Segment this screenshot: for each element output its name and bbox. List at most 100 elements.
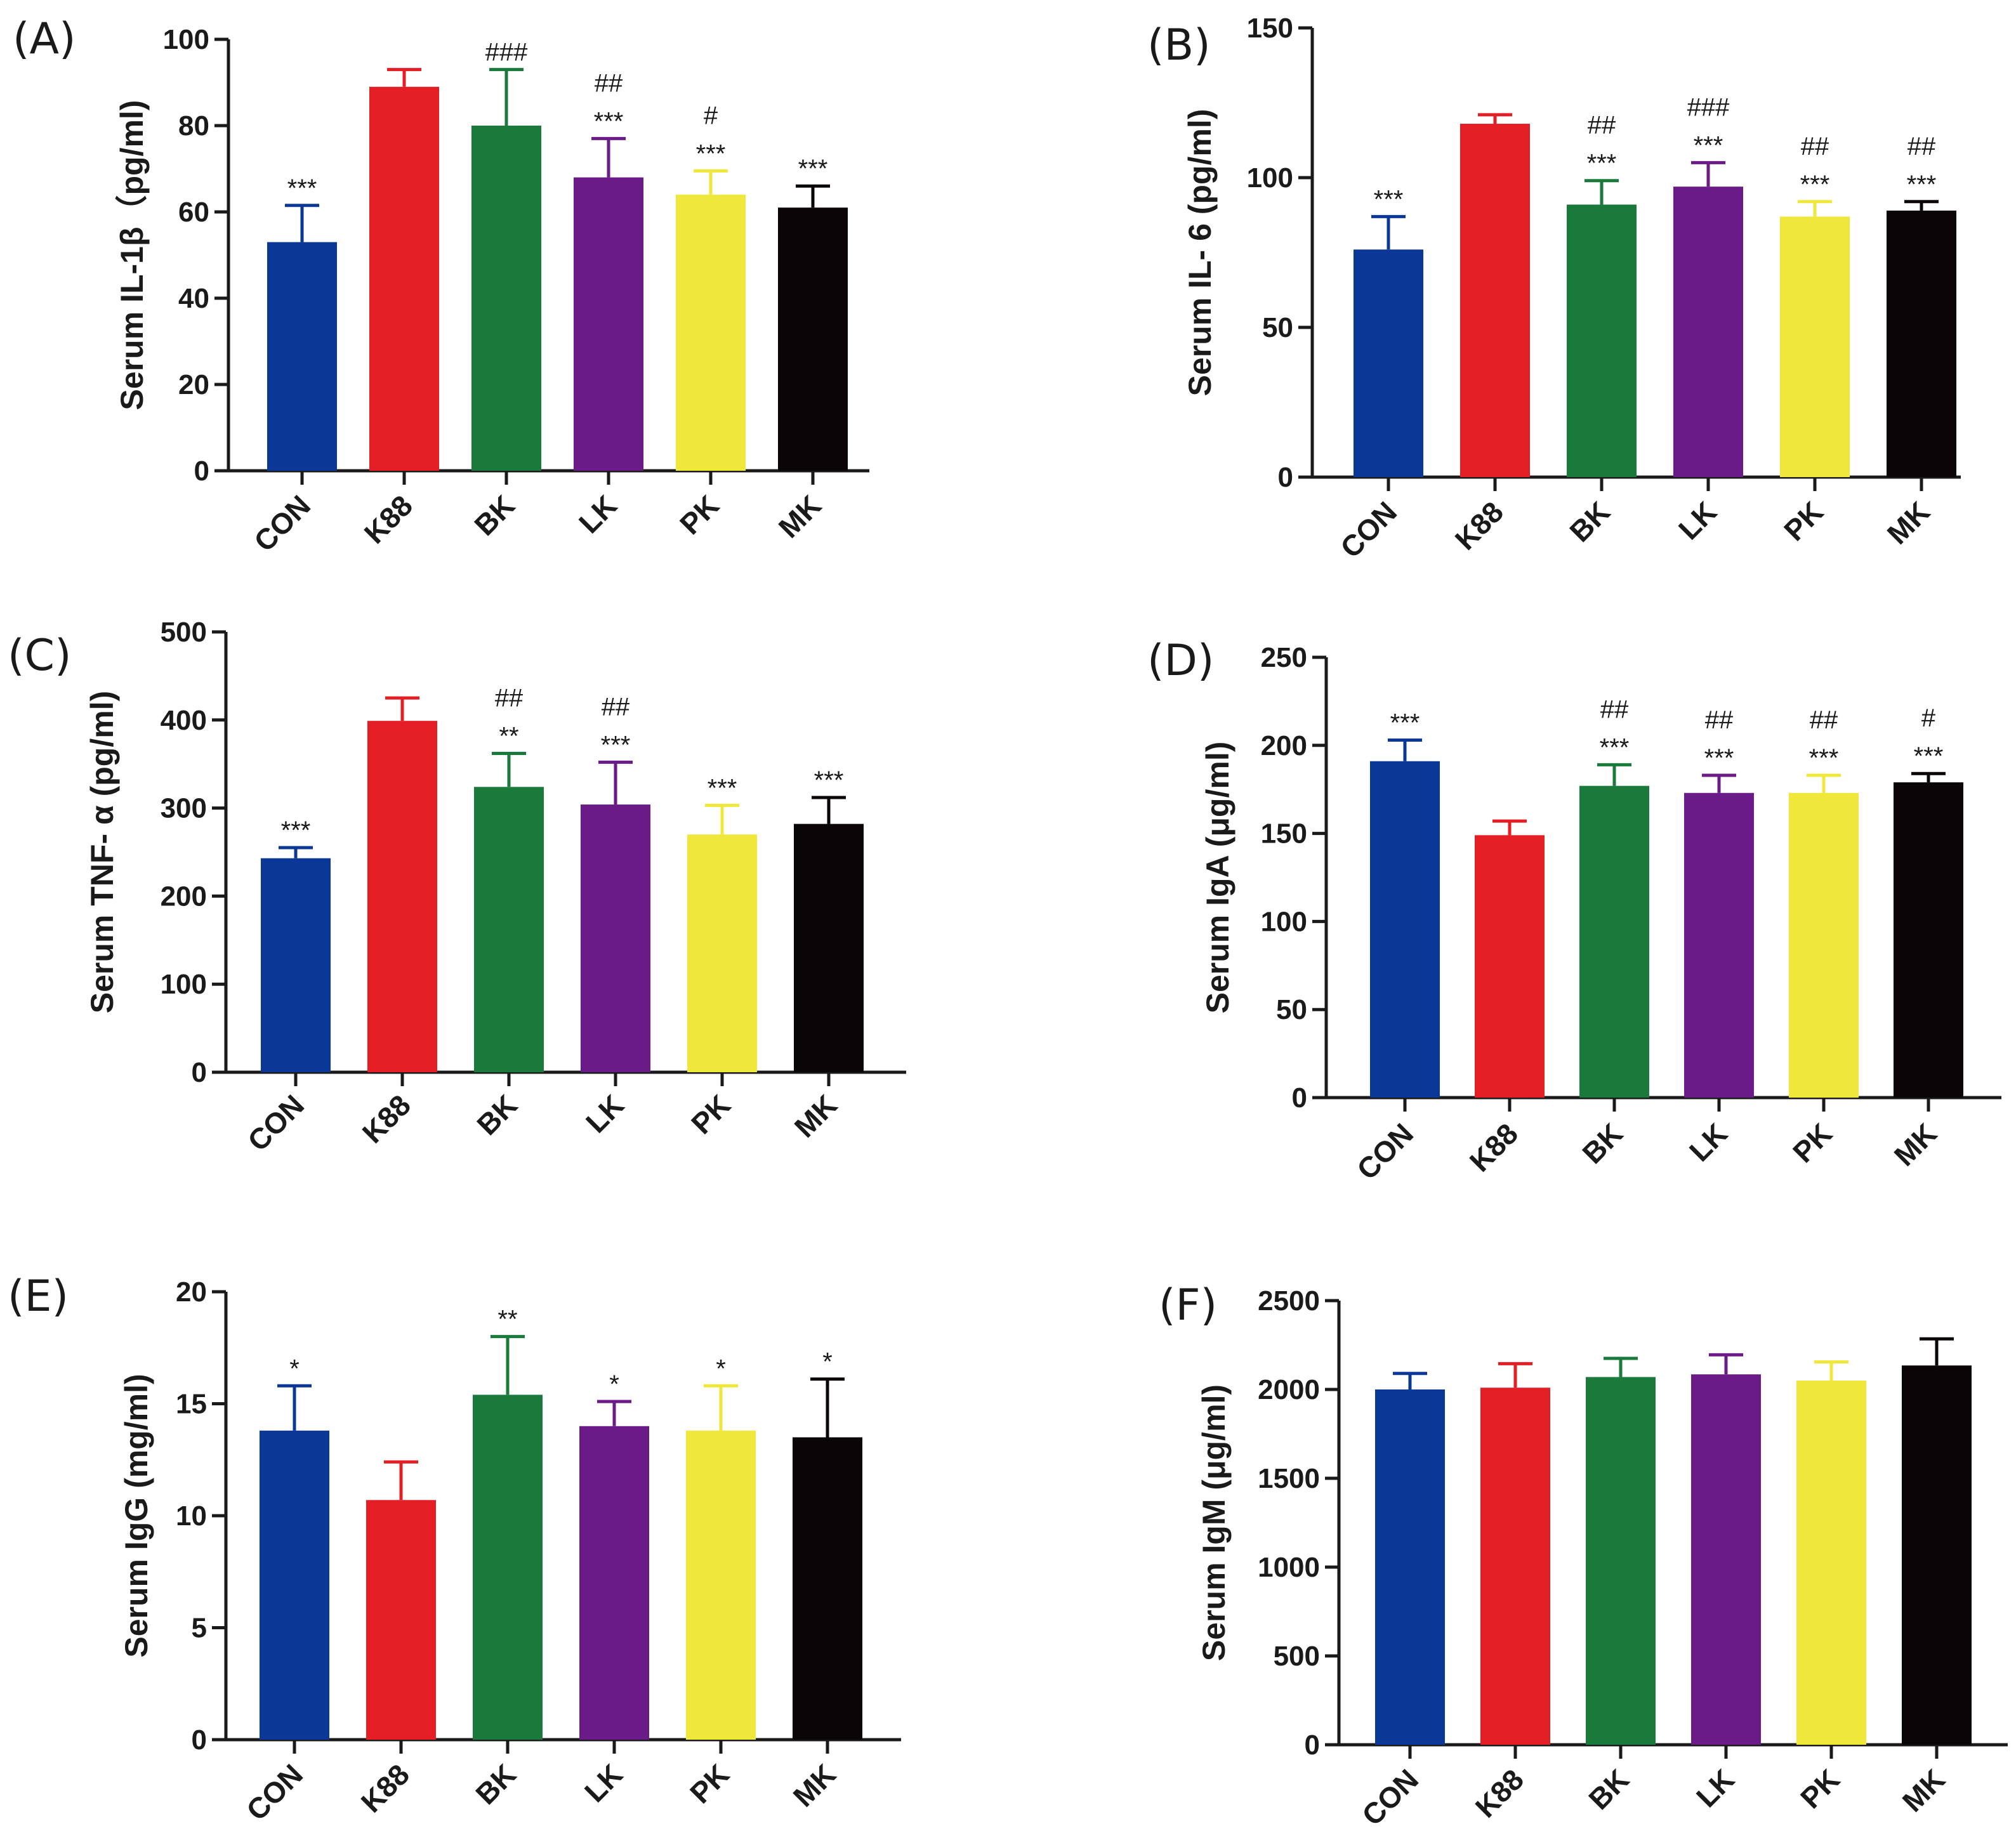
significance-label: ## — [495, 685, 524, 712]
significance-label: *** — [1800, 171, 1830, 199]
category-label: MK — [1888, 1117, 1943, 1172]
panel-label: (B) — [1147, 20, 1211, 70]
category-label: K88 — [356, 1088, 417, 1149]
category-label: LK — [1683, 1117, 1734, 1167]
bar-k88 — [1480, 1388, 1550, 1745]
chart-panel-b: (B) Serum IL- 6 (pg/ml) 0 50 100 150 CON *** K88… — [1147, 13, 1961, 564]
bar-mk — [1894, 782, 1963, 1098]
significance-label: * — [289, 1355, 300, 1382]
category-label: MK — [787, 1757, 842, 1813]
y-axis-title: Serum IL-1β（pg/ml) — [114, 100, 150, 410]
bar-pk — [676, 194, 746, 471]
y-axis-title: Serum IgG (mg/ml) — [119, 1374, 154, 1657]
y-tick-label: 1000 — [1258, 1552, 1320, 1583]
y-tick-label: 0 — [1305, 1730, 1320, 1761]
category-label: PK — [1786, 1117, 1838, 1169]
y-tick-label: 250 — [1261, 642, 1307, 673]
bar-bk — [1579, 785, 1649, 1098]
y-axis-title: Serum TNF- α (pg/ml) — [84, 691, 120, 1014]
y-tick-label: 200 — [161, 881, 207, 912]
y-tick-label: 0 — [192, 1057, 207, 1088]
significance-label: *** — [1390, 709, 1420, 737]
y-tick-label: 100 — [1261, 906, 1307, 937]
bar-mk — [793, 1437, 862, 1740]
y-tick-label: 500 — [1274, 1641, 1320, 1672]
bar-k88 — [367, 721, 437, 1072]
significance-label: ## — [1588, 112, 1616, 140]
y-tick-label: 40 — [178, 283, 209, 314]
bar-con — [261, 858, 331, 1072]
y-tick-label: 0 — [194, 456, 209, 487]
chart-panel-f: (F) Serum IgM (μg/ml) 0 500 1000 1500 2000 2500… — [1159, 1280, 2008, 1832]
y-tick-label: 400 — [161, 705, 207, 736]
significance-label: *** — [1809, 744, 1839, 772]
bar-mk — [794, 824, 864, 1072]
bar-bk — [471, 126, 541, 471]
bar-k88 — [1475, 835, 1545, 1098]
y-tick-label: 100 — [163, 24, 209, 55]
category-label: K88 — [355, 1757, 416, 1818]
y-tick-label: 50 — [1276, 994, 1307, 1025]
significance-label: ** — [497, 1306, 517, 1334]
bar-pk — [1780, 216, 1850, 477]
y-tick-label: 20 — [176, 1277, 207, 1308]
y-tick-label: 100 — [161, 969, 207, 1000]
significance-label: *** — [1587, 150, 1617, 178]
significance-label: * — [609, 1370, 619, 1398]
bar-lk — [574, 177, 643, 471]
category-label: CON — [247, 489, 317, 558]
y-tick-label: 20 — [178, 369, 209, 400]
y-axis-title: Serum IL- 6 (pg/ml) — [1182, 109, 1218, 397]
category-label: CON — [1350, 1117, 1420, 1186]
y-tick-label: 0 — [192, 1724, 207, 1756]
category-label: CON — [1355, 1763, 1425, 1832]
bar-con — [1354, 249, 1423, 477]
significance-label: *** — [798, 155, 828, 183]
y-tick-label: 500 — [161, 617, 207, 648]
panel-label: (D) — [1147, 636, 1214, 686]
chart-panel-d: (D) Serum IgA (μg/ml) 0 50 100 150 200 250 CON **… — [1147, 636, 2001, 1186]
significance-label: * — [716, 1355, 726, 1382]
bar-lk — [1684, 792, 1754, 1098]
category-label: MK — [1881, 495, 1936, 550]
significance-label: *** — [287, 174, 317, 202]
category-label: PK — [685, 1088, 737, 1140]
y-tick-label: 1500 — [1258, 1463, 1320, 1494]
category-label: K88 — [1463, 1117, 1524, 1178]
significance-label: ### — [1687, 93, 1730, 121]
bar-lk — [1691, 1374, 1761, 1745]
bar-pk — [687, 834, 757, 1072]
bar-con — [260, 1430, 329, 1740]
category-label: BK — [468, 489, 521, 542]
category-label: MK — [788, 1088, 843, 1143]
significance-label: *** — [594, 107, 624, 135]
category-label: PK — [1777, 495, 1829, 547]
category-label: LK — [572, 489, 623, 539]
significance-label: # — [1921, 704, 1936, 732]
bar-k88 — [1460, 124, 1530, 478]
y-tick-label: 0 — [1278, 462, 1293, 493]
y-tick-label: 50 — [1262, 312, 1293, 343]
y-tick-label: 15 — [176, 1389, 207, 1420]
y-axis-title: Serum IgM (μg/ml) — [1196, 1384, 1232, 1661]
category-label: PK — [673, 489, 725, 541]
significance-label: *** — [601, 731, 631, 759]
category-label: BK — [1576, 1117, 1629, 1170]
category-label: BK — [1563, 495, 1616, 548]
bar-lk — [579, 1426, 649, 1740]
bar-k88 — [366, 1500, 436, 1740]
category-label: LK — [1690, 1763, 1741, 1813]
panel-label: (A) — [13, 14, 76, 64]
y-tick-label: 100 — [1247, 162, 1293, 194]
significance-label: *** — [1374, 185, 1404, 213]
y-tick-label: 150 — [1261, 818, 1307, 850]
category-label: K88 — [1469, 1763, 1530, 1823]
panel-label: (E) — [8, 1271, 69, 1322]
bar-con — [267, 242, 337, 471]
category-label: CON — [241, 1088, 310, 1157]
category-label: MK — [1896, 1763, 1951, 1818]
bar-lk — [581, 804, 650, 1072]
panel-label: (C) — [8, 631, 72, 681]
